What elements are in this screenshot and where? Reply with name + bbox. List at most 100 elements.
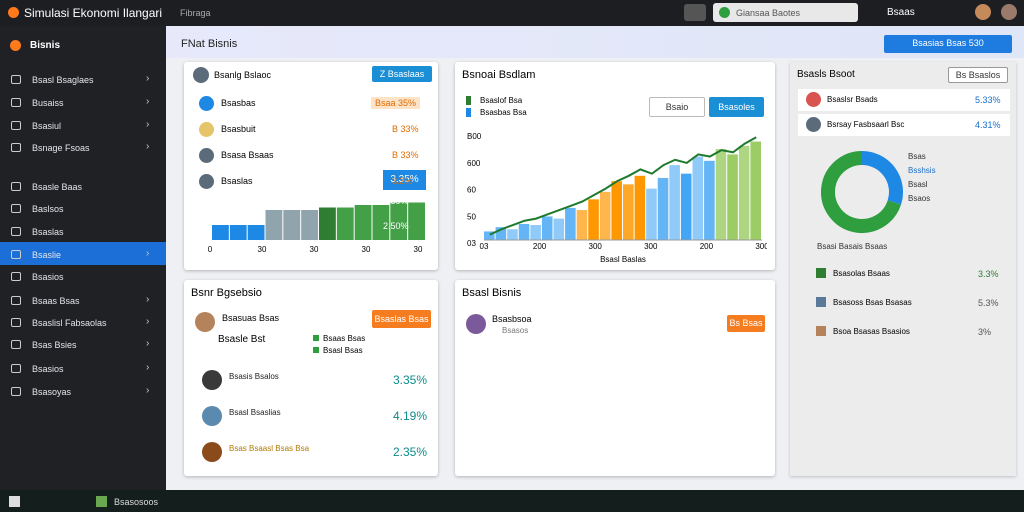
growth-chart: B00 600 60 50 03 03 200 300 300 200 300 Bsasl Basla… <box>467 132 767 264</box>
row-value: Bsaa 35% <box>371 97 421 109</box>
nav-item[interactable]: Bsasle Baas <box>32 182 83 192</box>
legend-label: Bsshsis <box>908 166 936 175</box>
person-name: Bsas Bsaasl Bsas Bsa <box>229 444 310 453</box>
bar <box>354 205 372 240</box>
list-name: Bsasolas Bsaas <box>833 269 890 278</box>
bar <box>408 202 425 240</box>
card-button[interactable]: Z Bsaslaas <box>372 66 432 82</box>
row-value: B 33% <box>392 150 419 160</box>
nav-icon <box>11 272 21 281</box>
row-name: Bsrsay Fasbsaarl Bsc <box>827 120 905 129</box>
business-sub: Bsasos <box>502 326 529 335</box>
header <box>166 26 1024 58</box>
nav-icon <box>11 296 21 305</box>
bar <box>669 165 680 240</box>
nav-item[interactable]: Bsaslie <box>32 250 62 260</box>
row-name: Bsasa Bsaas <box>221 150 274 160</box>
row-name: Bsasbas <box>221 98 256 108</box>
row-value: 3.3% <box>392 176 413 186</box>
nav-item[interactable]: Bsaslas <box>32 227 64 237</box>
header-title: FNat Bisnis <box>181 38 238 50</box>
legend-label: Bsasbas Bsa <box>480 108 527 117</box>
bar <box>623 184 634 240</box>
nav-item[interactable]: Bsasoyas <box>32 387 72 397</box>
nav-item[interactable]: Bsas Bsies <box>32 340 77 350</box>
lead-name: Bsasuas Bsas <box>222 313 280 323</box>
bar <box>247 225 265 240</box>
header-button[interactable]: Bsasias Bsas 530 <box>884 35 1012 53</box>
bar <box>565 207 576 240</box>
nav-item[interactable]: Bsasl Bsaglaes <box>32 75 94 85</box>
row-value: 4.31% <box>975 120 1001 130</box>
bar <box>715 149 727 240</box>
nav-item[interactable]: Baslsos <box>32 204 64 214</box>
nav-arrow: › <box>146 362 150 373</box>
bar <box>553 218 565 240</box>
donut-chart <box>821 151 903 233</box>
person-value: 2.35% <box>393 445 428 459</box>
taskbar-icon[interactable] <box>96 496 107 507</box>
bar <box>319 207 336 240</box>
home-button[interactable] <box>684 4 706 21</box>
card-button[interactable]: Bs Bsas <box>727 315 765 332</box>
section-title: Bsasi Basais Bsaas <box>817 242 888 251</box>
tag: Bsasl Bsas <box>323 346 363 355</box>
nav-item[interactable]: Bsasios <box>32 364 64 374</box>
user-avatar[interactable] <box>975 4 991 20</box>
nav-arrow: › <box>146 248 150 259</box>
avatar <box>806 92 821 107</box>
card-title: Bsnr Bgsebsio <box>191 287 262 299</box>
card-title: Bsnoai Bsdlam <box>462 69 536 81</box>
bar <box>495 227 507 240</box>
row-name: Bsaslas <box>221 176 253 186</box>
nav-icon <box>11 227 21 236</box>
list-value: 3.3% <box>978 269 999 279</box>
bar-label: 3.35% <box>383 170 426 190</box>
person-value: 4.19% <box>393 409 428 423</box>
search-box[interactable] <box>713 3 858 22</box>
nav-item[interactable]: Bsnage Fsoas <box>32 143 90 153</box>
search-dot <box>719 7 730 18</box>
nav-item[interactable]: Bsasiul <box>32 121 62 131</box>
user-avatar-2[interactable] <box>1001 4 1017 20</box>
nav-icon <box>11 204 21 213</box>
person-name: Bsasl Bsaslias <box>229 408 281 417</box>
y-tick-label: 600 <box>467 159 481 168</box>
nav-icon <box>11 387 21 396</box>
bar <box>390 202 408 240</box>
active-item <box>0 242 166 265</box>
trend-line <box>489 136 757 236</box>
avatar <box>199 148 214 163</box>
bar-label: 2.50% <box>383 196 409 206</box>
nav-icon <box>11 143 21 152</box>
nav-item[interactable]: Busaiss <box>32 98 64 108</box>
nav-item[interactable]: Bsaslisl Fabsaolas <box>32 318 107 328</box>
x-tick-label: 30 <box>362 245 371 254</box>
legend-label: Bsaslof Bsa <box>480 96 523 105</box>
start-button[interactable] <box>9 496 20 507</box>
nav-icon <box>11 98 21 107</box>
filter-button[interactable]: Bsaio <box>649 97 705 117</box>
card-title: Bsasl Bisnis <box>462 287 522 299</box>
nav-icon <box>11 364 21 373</box>
list-name: Bsoa Bsasas Bsasios <box>833 327 910 336</box>
card-button[interactable]: Bsaslas Bsas <box>372 310 431 328</box>
panel-button[interactable]: Bs Bsaslos <box>948 67 1008 83</box>
app-icon <box>8 7 19 18</box>
app-title: Simulasi Ekonomi Ilangari <box>24 6 163 20</box>
search-text: Giansaa Baotes <box>736 8 801 18</box>
card-title: Bsanlg Bslaoc <box>214 70 272 80</box>
list-icon <box>816 268 826 278</box>
bar <box>301 210 318 240</box>
y-tick-label: 60 <box>467 186 476 195</box>
bar <box>727 154 738 240</box>
nav-item[interactable]: Bsasios <box>32 272 64 282</box>
taskbar-app[interactable]: Bsasosoos <box>114 497 159 507</box>
bar <box>336 207 354 240</box>
bar <box>692 156 704 240</box>
business-name: Bsasbsoa <box>492 314 532 324</box>
nav-item[interactable]: Bsaas Bsas <box>32 296 80 306</box>
lead-sub: Bsasle Bst <box>218 334 266 345</box>
user-name: Bsaas <box>887 7 915 18</box>
filter-button[interactable]: Bsasoles <box>709 97 764 117</box>
